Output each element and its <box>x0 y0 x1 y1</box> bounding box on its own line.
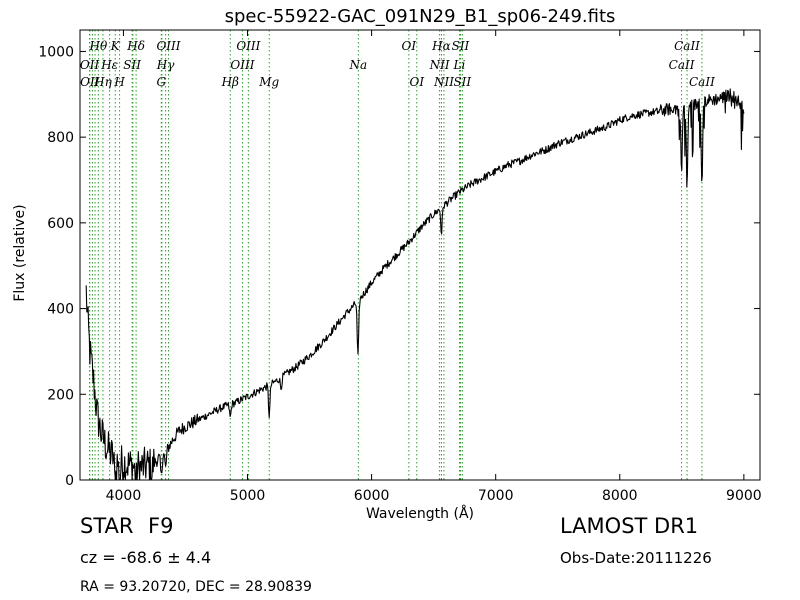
chart-title: spec-55922-GAC_091N29_B1_sp06-249.fits <box>224 6 616 27</box>
spectral-line-label: G <box>156 75 166 89</box>
axis-ticks: 4000 5000 6000 7000 8000 9000 0 200 400 600 800 100… <box>38 30 762 504</box>
spectral-line-label: CaII <box>674 39 700 53</box>
redshift-readout: cz = -68.6 ± 4.4 <box>80 548 212 567</box>
spectral-line-label: H <box>113 75 125 89</box>
x-tick-label: 6000 <box>354 488 390 504</box>
y-tick-label: 200 <box>47 387 74 403</box>
y-tick-label: 0 <box>65 473 74 489</box>
spectral-line-label: Hβ <box>221 75 239 89</box>
spectral-line-label: OIII <box>156 39 180 53</box>
spectral-line-label: OII <box>80 58 100 72</box>
observation-date: Obs-Date:20111226 <box>560 549 712 567</box>
x-tick-label: 4000 <box>106 488 142 504</box>
spectral-line-label: Hθ <box>89 39 108 53</box>
x-tick-label: 7000 <box>478 488 514 504</box>
spectral-line-label: NII <box>429 58 450 72</box>
spectral-line-label: OII <box>80 75 100 89</box>
spectral-line-label: Hδ <box>126 39 145 53</box>
spectral-line-label: OI <box>409 75 424 89</box>
y-tick-label: 400 <box>47 302 74 318</box>
spectral-line-label: SII <box>123 58 141 72</box>
survey-name: LAMOST DR1 <box>560 514 699 538</box>
y-tick-label: 800 <box>47 130 74 146</box>
object-subclass: F9 <box>148 514 174 538</box>
spectrum-line <box>85 88 745 481</box>
x-axis-label: Wavelength (Å) <box>365 506 474 522</box>
spectral-line-label: Hε <box>100 58 118 72</box>
spectral-line-label: Mg <box>258 75 279 89</box>
spectral-line-label: OIII <box>236 39 260 53</box>
spectral-line-label: SII <box>453 75 471 89</box>
spectral-line-label: K <box>110 39 121 53</box>
x-tick-label: 5000 <box>230 488 266 504</box>
spectral-line-label: CaII <box>669 58 695 72</box>
spectral-line-label: CaII <box>689 75 715 89</box>
plot-frame <box>79 29 761 481</box>
spectral-line-label: Na <box>349 58 368 72</box>
x-tick-label: 9000 <box>726 488 762 504</box>
spectral-line-label: Li <box>453 58 466 72</box>
y-tick-label: 1000 <box>38 44 74 60</box>
x-tick-label: 8000 <box>602 488 638 504</box>
spectral-line-label: SII <box>452 39 470 53</box>
object-class: STAR <box>80 514 134 538</box>
spectral-line-label: Hγ <box>156 58 175 72</box>
spectral-line-label: Hα <box>431 39 451 53</box>
spectral-line-label: NII <box>433 75 454 89</box>
y-axis-label: Flux (relative) <box>12 204 28 302</box>
spectral-marker-layer <box>89 30 703 480</box>
coordinates-readout: RA = 93.20720, DEC = 28.90839 <box>80 579 312 595</box>
spectral-line-label: OI <box>402 39 417 53</box>
y-tick-label: 600 <box>47 216 74 232</box>
spectral-line-label: Hη <box>93 75 112 89</box>
spectral-line-label: OIII <box>230 58 254 72</box>
